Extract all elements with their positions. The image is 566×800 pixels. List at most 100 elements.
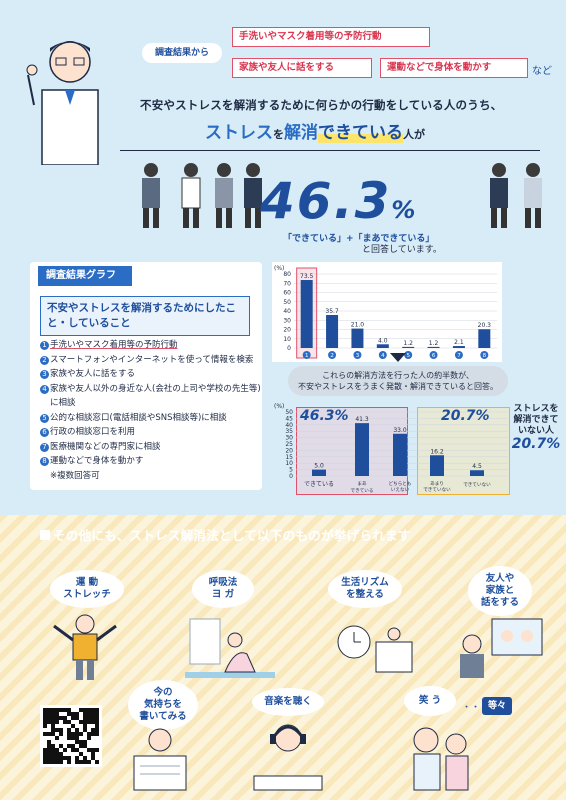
y-tick-label: 45	[285, 415, 293, 422]
qr-module	[43, 716, 47, 720]
qr-module	[51, 752, 55, 756]
legend-item: 7 医療機関などの専門家に相談	[40, 440, 265, 455]
x-tick-label: できている	[351, 487, 374, 494]
activity-music: 音楽を聴く	[252, 688, 324, 716]
x-tick-label: 1	[305, 353, 309, 359]
down-arrow-icon	[390, 353, 406, 362]
other-title-text: その他にも、ストレス解消法として以下のものが挙げられます	[53, 528, 411, 543]
other-methods-title: その他にも、ストレス解消法として以下のものが挙げられます	[40, 525, 411, 544]
left-percent: 46.3%	[300, 408, 349, 424]
qr-module	[47, 732, 51, 736]
bar	[312, 469, 326, 476]
y-tick-label: 40	[285, 422, 293, 429]
activity-text: 家族と	[485, 585, 515, 596]
legend-list: 1 手洗いやマスク着用等の予防行動 2 スマートフォンやインターネットを使って情報を検…	[40, 338, 265, 483]
etc-badge: 等々	[482, 697, 512, 715]
activity-text: 書いてみる	[139, 711, 187, 722]
qr-module	[47, 716, 51, 720]
legend-item: 6 行政の相談窓口を利用	[40, 425, 265, 440]
person-illustration	[142, 163, 160, 228]
qr-module	[95, 748, 99, 752]
qr-module	[47, 752, 51, 756]
qr-module	[67, 708, 71, 712]
qr-module	[83, 728, 87, 732]
headline-stress: ストレス	[205, 123, 273, 143]
legend-number: 4	[40, 384, 49, 394]
activity-text: 生活リズム	[341, 577, 389, 588]
activity-laugh: 笑 う	[404, 686, 456, 716]
y-tick-label: 20	[285, 447, 293, 454]
qr-module	[71, 712, 75, 716]
headline-wo: を	[273, 128, 284, 141]
x-tick-label: 8	[483, 353, 487, 359]
qr-code[interactable]	[40, 705, 102, 767]
y-tick-label: 15	[285, 454, 293, 461]
qr-module	[95, 720, 99, 724]
legend-text: 運動などで身体を動かす	[50, 456, 144, 466]
data-label: 73.5	[300, 273, 314, 280]
qr-module	[83, 716, 87, 720]
qr-module	[87, 712, 91, 716]
qr-module	[59, 728, 63, 732]
activity-breathing: 呼吸法ヨ ガ	[192, 570, 254, 608]
qr-module	[95, 728, 99, 732]
highlight-box-right	[417, 407, 510, 495]
qr-module	[95, 760, 99, 764]
qr-module	[63, 748, 67, 752]
qr-module	[47, 760, 51, 764]
y-tick-label: 10	[283, 336, 291, 343]
qr-module	[59, 760, 63, 764]
x-tick-label: 7	[457, 353, 461, 359]
y-tick-label: 10	[285, 460, 293, 467]
data-label: 4.0	[378, 337, 388, 344]
bar	[478, 329, 491, 348]
headline-kaisho: 解消	[284, 123, 318, 143]
activity-text: 今の	[153, 687, 173, 698]
qr-module	[95, 716, 99, 720]
data-label: 33.0	[393, 427, 407, 434]
legend-item: 2 スマートフォンやインターネットを使って情報を検索	[40, 353, 265, 368]
qr-module	[79, 732, 83, 736]
category-badge	[404, 351, 413, 359]
qr-module	[43, 756, 47, 760]
x-tick-label: まあ	[357, 481, 367, 487]
headline-line1: 不安やストレスを解消するために何らかの行動をしている人のうち、	[140, 98, 503, 112]
nado-text: など	[532, 66, 552, 77]
y-tick-label: 50	[283, 299, 291, 306]
y-tick-label: 80	[283, 271, 291, 278]
legend-item: ※複数回答可	[40, 469, 265, 484]
data-label: 21.0	[351, 322, 365, 329]
qr-module	[43, 708, 47, 712]
qr-module	[75, 728, 79, 732]
qr-module	[55, 712, 59, 716]
category-badge	[454, 351, 463, 359]
qr-module	[83, 740, 87, 744]
exercise-illustration	[53, 614, 117, 680]
y-tick-label: 30	[285, 435, 293, 442]
person-illustration	[244, 163, 262, 228]
side-text-1: ストレスを	[513, 404, 559, 414]
qr-module	[43, 712, 47, 716]
bar	[402, 346, 415, 348]
qr-module	[47, 720, 51, 724]
bar-chart-actions: (%) 0 10 20 30 40 50 60 70 80 73.5 1 35.7 2 21.0 3 4.0 4 1…	[272, 262, 502, 362]
qr-module	[87, 708, 91, 712]
qr-module	[67, 756, 71, 760]
category-badge	[480, 351, 489, 359]
qr-module	[87, 720, 91, 724]
highlight-box-left	[296, 407, 408, 495]
qr-module	[91, 716, 95, 720]
qr-module	[87, 736, 91, 740]
activity-text: を整える	[346, 589, 384, 600]
headline-line2: ストレスを解消できている人が	[205, 118, 425, 143]
qr-module	[87, 732, 91, 736]
x-tick-label: 2	[330, 353, 334, 359]
person-illustration	[490, 163, 508, 228]
divider	[120, 150, 540, 151]
category-badge	[328, 351, 337, 359]
legend-text: スマートフォンやインターネットを使って情報を検索	[50, 354, 254, 365]
headline-hitoga: 人が	[403, 128, 425, 141]
legend-number: 2	[40, 355, 49, 365]
activity-text: 呼吸法	[208, 577, 238, 588]
big-percent-unit: %	[391, 196, 418, 224]
